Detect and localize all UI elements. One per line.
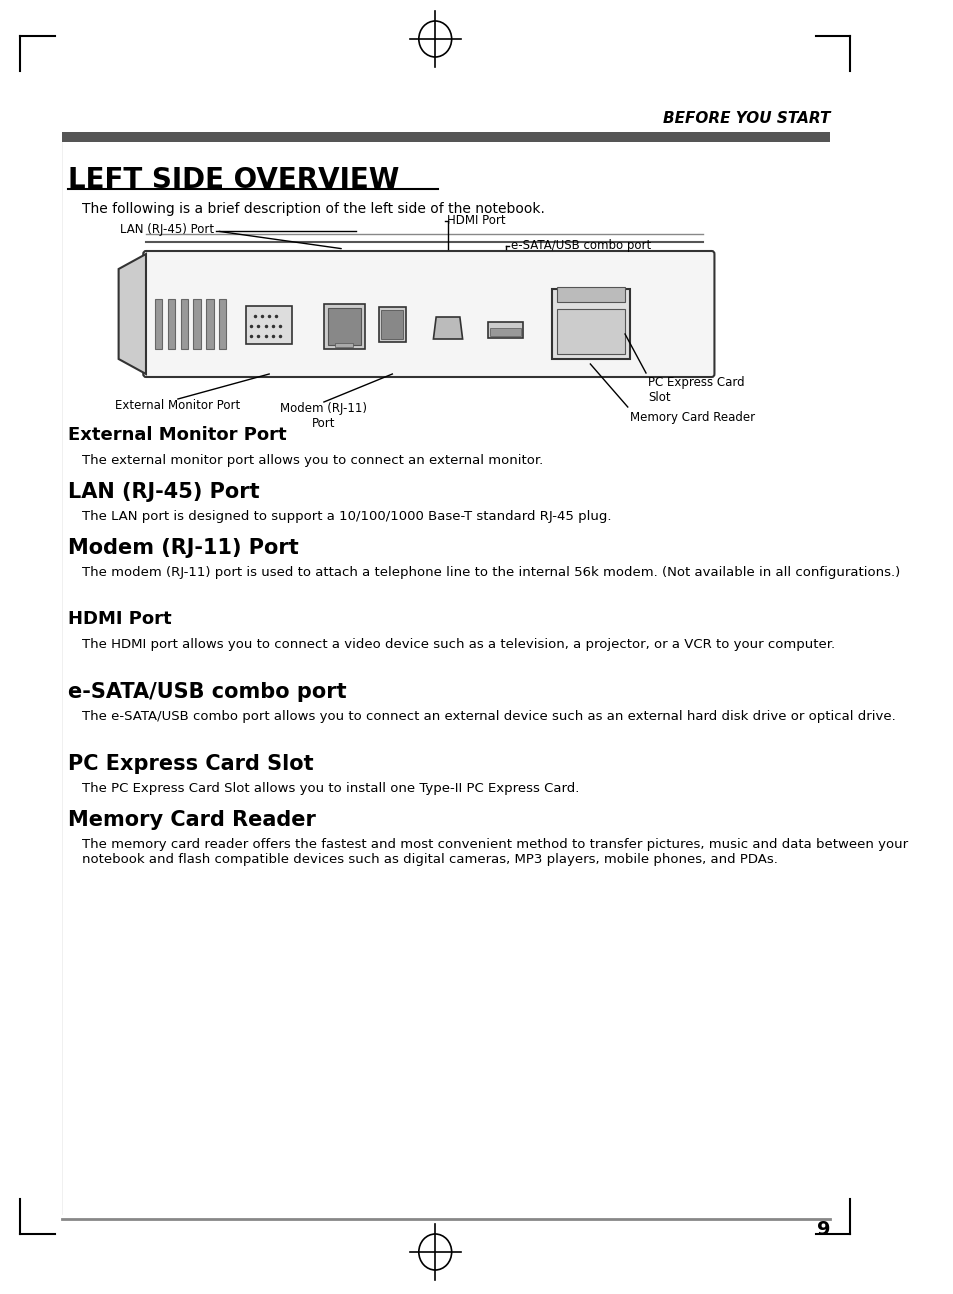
Text: Modem (RJ-11)
Port: Modem (RJ-11) Port (280, 402, 367, 430)
Text: Memory Card Reader: Memory Card Reader (69, 810, 316, 829)
Text: e-SATA/USB combo port: e-SATA/USB combo port (69, 682, 347, 703)
Polygon shape (118, 254, 146, 374)
Text: The HDMI port allows you to connect a video device such as a television, a proje: The HDMI port allows you to connect a vi… (82, 638, 835, 651)
Text: HDMI Port: HDMI Port (69, 609, 172, 628)
Bar (381, 311, 403, 339)
Text: The modem (RJ-11) port is used to attach a telephone line to the internal 56k mo: The modem (RJ-11) port is used to attach… (82, 565, 900, 578)
Text: The following is a brief description of the left side of the notebook.: The following is a brief description of … (82, 202, 544, 216)
Text: Memory Card Reader: Memory Card Reader (629, 411, 754, 424)
Text: The external monitor port allows you to connect an external monitor.: The external monitor port allows you to … (82, 454, 543, 467)
FancyBboxPatch shape (143, 251, 714, 377)
Text: PC Express Card
Slot: PC Express Card Slot (647, 377, 743, 404)
Bar (335, 343, 353, 347)
Text: External Monitor Port: External Monitor Port (115, 399, 240, 411)
Text: External Monitor Port: External Monitor Port (69, 426, 287, 444)
Bar (180, 299, 188, 349)
Text: LAN (RJ-45) Port: LAN (RJ-45) Port (69, 481, 260, 502)
Bar (556, 287, 624, 302)
Bar (378, 307, 406, 342)
Text: LAN (RJ-45) Port: LAN (RJ-45) Port (120, 223, 214, 236)
Bar (193, 299, 200, 349)
Text: The LAN port is designed to support a 10/100/1000 Base-T standard RJ-45 plug.: The LAN port is designed to support a 10… (82, 510, 611, 523)
Polygon shape (433, 317, 462, 339)
Text: Modem (RJ-11) Port: Modem (RJ-11) Port (69, 538, 299, 558)
Bar (219, 299, 226, 349)
Bar (155, 299, 162, 349)
Text: The memory card reader offers the fastest and most convenient method to transfer: The memory card reader offers the fastes… (82, 839, 907, 866)
Text: HDMI Port: HDMI Port (447, 215, 505, 228)
Text: e-SATA/USB combo port: e-SATA/USB combo port (511, 239, 651, 252)
Bar (246, 305, 292, 344)
Bar (324, 304, 365, 349)
Bar (327, 308, 361, 345)
Bar (206, 299, 213, 349)
Bar (168, 299, 175, 349)
Text: PC Express Card Slot: PC Express Card Slot (69, 754, 314, 774)
Bar (490, 327, 520, 336)
Text: The e-SATA/USB combo port allows you to connect an external device such as an ex: The e-SATA/USB combo port allows you to … (82, 710, 895, 723)
Text: The PC Express Card Slot allows you to install one Type-II PC Express Card.: The PC Express Card Slot allows you to i… (82, 782, 578, 795)
Bar (552, 289, 629, 358)
Bar (62, 132, 829, 142)
Bar (488, 322, 522, 338)
Text: LEFT SIDE OVERVIEW: LEFT SIDE OVERVIEW (69, 166, 399, 194)
Text: BEFORE YOU START: BEFORE YOU START (662, 111, 829, 126)
Text: 9: 9 (816, 1220, 829, 1238)
Bar (556, 309, 624, 355)
